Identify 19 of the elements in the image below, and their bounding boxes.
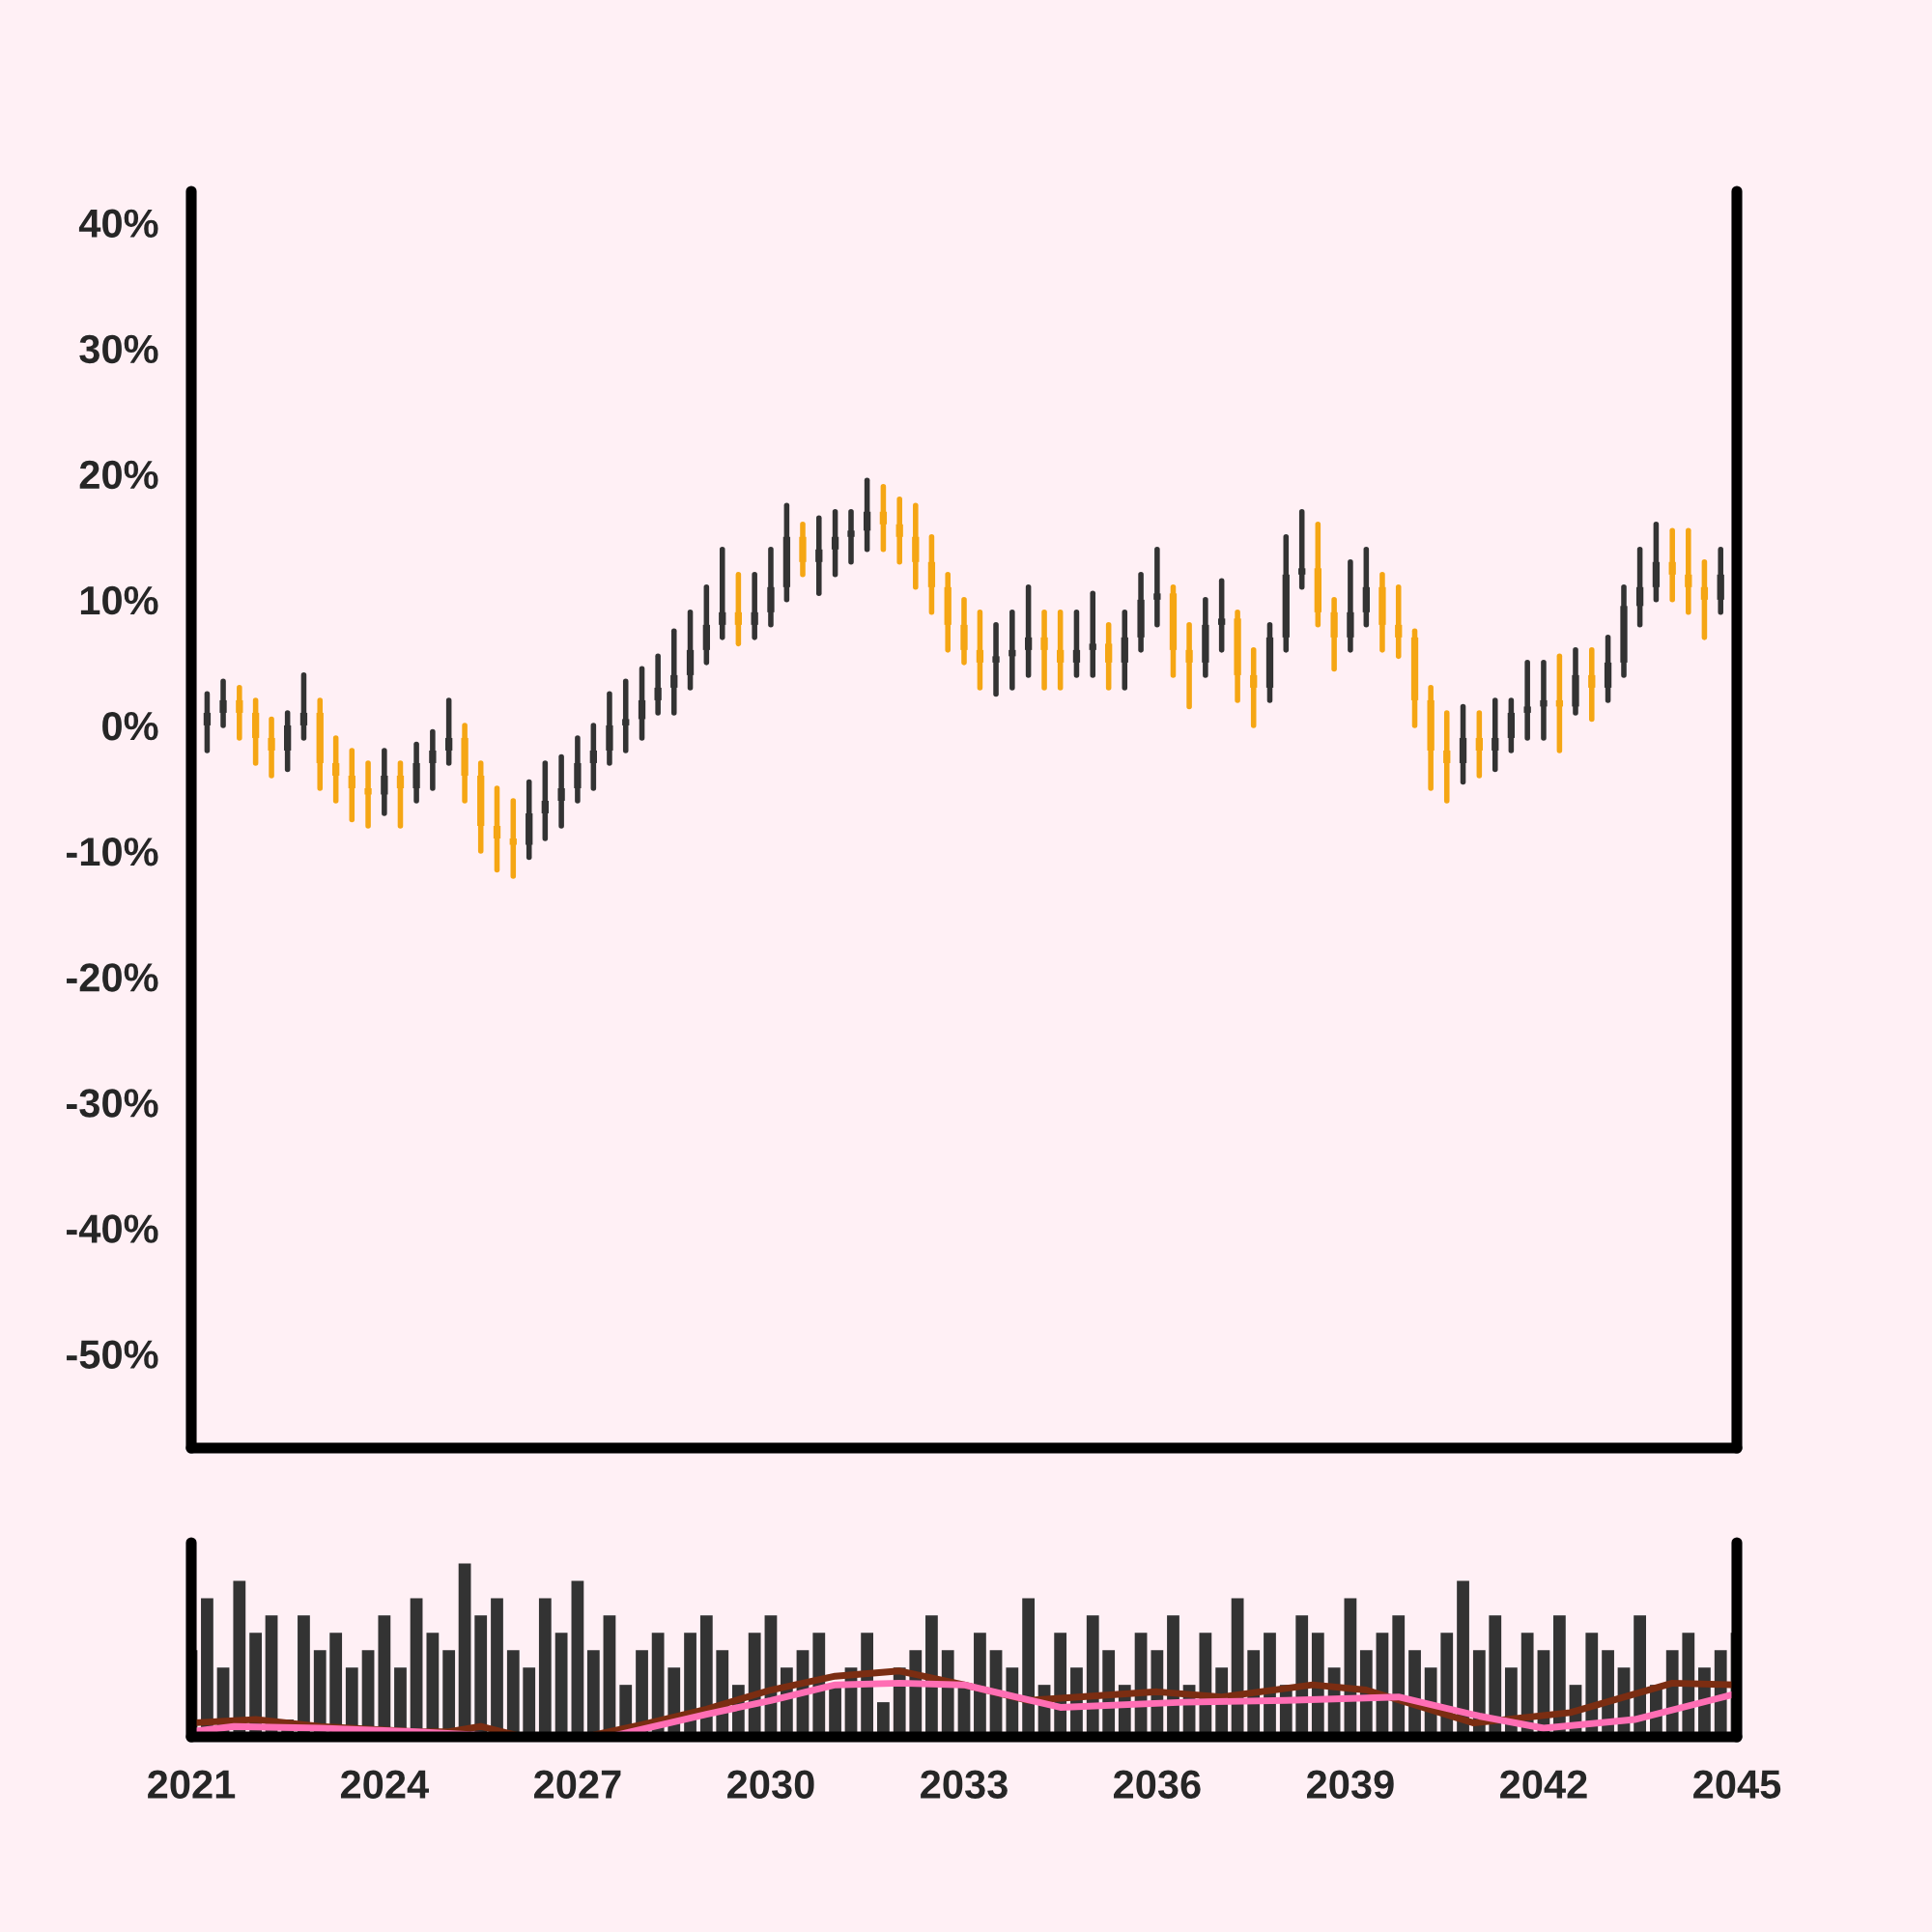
y-tick-label: -20% bbox=[67, 963, 158, 992]
y-tick-label: -30% bbox=[67, 1089, 158, 1118]
y-tick-label: 20% bbox=[79, 460, 158, 490]
x-tick-label: 2042 bbox=[1500, 1770, 1587, 1799]
x-tick-label: 2039 bbox=[1307, 1770, 1394, 1799]
y-tick-label: 0% bbox=[102, 711, 158, 741]
y-tick-label: -40% bbox=[67, 1214, 158, 1243]
x-tick-label: 2024 bbox=[340, 1770, 429, 1799]
y-tick-label: -50% bbox=[67, 1340, 158, 1369]
x-tick-label: 2033 bbox=[921, 1770, 1008, 1799]
x-tick-label: 2021 bbox=[148, 1770, 236, 1799]
x-tick-label: 2045 bbox=[1693, 1770, 1781, 1799]
x-tick-label: 2036 bbox=[1113, 1770, 1201, 1799]
x-tick-label: 2030 bbox=[727, 1770, 814, 1799]
y-tick-label: 10% bbox=[80, 585, 158, 615]
x-tick-label: 2027 bbox=[534, 1770, 621, 1799]
y-tick-label: 40% bbox=[78, 209, 158, 239]
y-tick-label: -10% bbox=[67, 838, 158, 867]
y-tick-label: 30% bbox=[79, 334, 158, 364]
